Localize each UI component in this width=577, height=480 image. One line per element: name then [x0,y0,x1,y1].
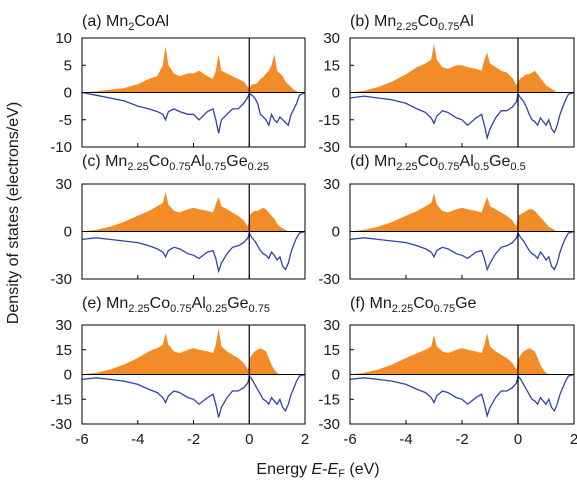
x-tick-label: -2 [187,431,200,448]
x-tick-label: -4 [399,431,412,448]
panel-e: 30 15 0 -15 -30-6 -4 -2 0 2 (e) Mn2.25Co0.75Al0.2… [50,295,309,448]
panel-title: (f) Mn2.25Co0.75Ge [350,295,477,315]
panel-title: (b) Mn2.25Co0.75Al [350,13,474,33]
y-tick-label: 30 [323,30,340,47]
panel-c: 30 0 -30 (c) Mn2.25Co0.75Al0.75Ge0.25 [50,153,306,288]
spin-down-line [81,91,306,134]
y-tick-label: 15 [323,342,340,359]
spin-up-area [350,193,574,232]
spin-up-area [350,333,574,375]
y-tick-label: -15 [50,391,72,408]
panel-title: (d) Mn2.25Co0.75Al0.5Ge0.5 [350,153,526,173]
panel-f: 30 15 0 -15 -30-6 -4 -2 0 2 (f) Mn2.25Co0.75Ge [318,295,577,448]
y-tick-label: -30 [318,139,340,156]
y-tick-label: -15 [318,391,340,408]
y-tick-label: -30 [318,416,340,433]
spin-up-area [82,46,305,93]
y-tick-label: -15 [318,112,340,129]
x-tick-label: 0 [245,431,253,448]
spin-up-area [350,43,574,93]
y-tick-label: 5 [64,57,72,74]
y-tick-label: 0 [332,367,340,384]
x-tick-label: 2 [570,431,577,448]
panel-b: 30 15 0 -15 -30 (b) Mn2.25Co0.75Al [318,13,575,156]
y-tick-label: 0 [64,85,72,102]
y-tick-label: 0 [64,367,72,384]
panel-title: (e) Mn2.25Co0.75Al0.25Ge0.75 [82,295,270,315]
spin-up-area [82,328,305,375]
y-tick-label: 0 [64,224,72,241]
y-tick-label: -30 [50,271,72,288]
y-tick-label: -30 [318,271,340,288]
panel-a: 10 5 0 -5 -10 (a) Mn2CoAl [50,13,306,156]
y-tick-label: 15 [323,57,340,74]
y-tick-label: 0 [332,224,340,241]
y-tick-label: -10 [50,139,72,156]
spin-down-line [349,373,575,419]
spin-up-area [82,191,305,232]
y-axis-label: Density of states (electrons/eV) [5,102,22,324]
y-tick-label: 30 [323,317,340,334]
y-tick-label: 30 [323,176,340,193]
panel-title: (c) Mn2.25Co0.75Al0.75Ge0.25 [82,153,269,173]
x-tick-label: -6 [343,431,356,448]
y-tick-label: 30 [55,176,72,193]
spin-down-line [349,230,575,272]
panel-d: 30 0 -30 (d) Mn2.25Co0.75Al0.5Ge0.5 [318,153,575,288]
spin-down-line [81,230,306,274]
x-axis-label: Energy E-EF (eV) [256,461,379,480]
x-tick-label: 2 [301,431,309,448]
spin-down-line [81,373,306,418]
x-tick-label: -6 [75,431,88,448]
x-tick-label: -2 [455,431,468,448]
panels-group: 10 5 0 -5 -10 (a) Mn2CoAl 30 15 0 -15 -30 (b) Mn2.2… [50,13,577,448]
spin-down-line [349,91,575,141]
y-tick-label: -5 [59,112,72,129]
y-tick-label: -30 [50,416,72,433]
x-tick-label: -4 [131,431,144,448]
y-tick-label: 15 [55,342,72,359]
panel-title: (a) Mn2CoAl [82,13,169,33]
y-tick-label: 0 [332,85,340,102]
y-tick-label: 30 [55,317,72,334]
x-tick-label: 0 [514,431,522,448]
y-tick-label: 10 [55,30,72,47]
